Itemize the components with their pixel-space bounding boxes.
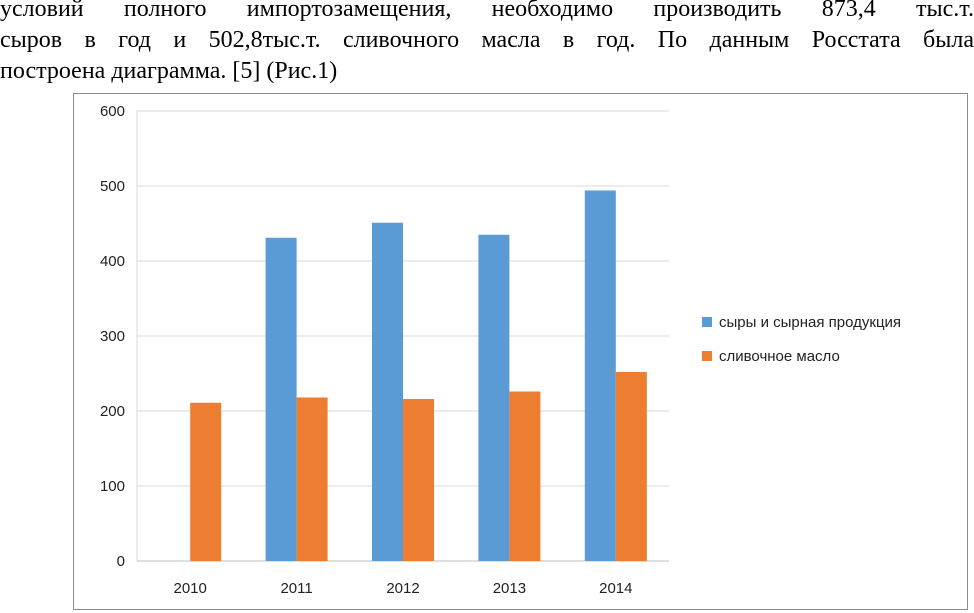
x-tick-2013: 2013 <box>493 580 526 597</box>
document-text: условий полного импортозамещения, необхо… <box>0 0 974 87</box>
legend-swatch-cheese <box>702 317 712 327</box>
text-line-3: построена диаграмма. [5] (Рис.1) <box>0 58 338 84</box>
bars <box>190 190 647 561</box>
y-tick-200: 200 <box>100 403 125 420</box>
y-tick-300: 300 <box>100 328 125 345</box>
y-tick-500: 500 <box>100 178 125 195</box>
bar-cheese-2012 <box>372 222 403 561</box>
text-line-1: условий полного импортозамещения, необхо… <box>0 0 974 22</box>
y-tick-100: 100 <box>100 478 125 495</box>
bar-cheese-2013 <box>478 234 510 561</box>
x-tick-labels: 2010 2011 2012 2013 2014 <box>174 580 633 597</box>
legend-label-cheese: сыры и сырная продукция <box>719 314 901 331</box>
bar-cheese-2011 <box>265 237 297 561</box>
legend-swatch-butter <box>702 351 712 361</box>
bar-butter-2014 <box>615 372 647 561</box>
bar-butter-2013 <box>509 391 541 561</box>
y-tick-600: 600 <box>100 103 125 120</box>
legend: сыры и сырная продукция сливочное масло <box>702 314 901 365</box>
bar-butter-2011 <box>296 397 328 561</box>
legend-label-butter: сливочное масло <box>719 348 840 365</box>
bar-butter-2010 <box>190 402 222 561</box>
bar-cheese-2014 <box>584 190 616 561</box>
x-tick-2012: 2012 <box>386 580 419 597</box>
x-tick-2011: 2011 <box>280 580 312 597</box>
y-tick-400: 400 <box>100 253 125 270</box>
chart-frame: 0 100 200 300 400 500 600 2010 2011 2012 2013 2014… <box>73 93 968 610</box>
x-tick-2014: 2014 <box>599 580 632 597</box>
bar-butter-2012 <box>403 399 434 561</box>
y-tick-0: 0 <box>117 553 125 570</box>
x-tick-2010: 2010 <box>174 580 207 597</box>
y-tick-labels: 0 100 200 300 400 500 600 <box>100 103 125 570</box>
bar-chart: 0 100 200 300 400 500 600 2010 2011 2012 2013 2014… <box>100 103 901 597</box>
text-line-2: сыров в год и 502,8тыс.т. сливочного мас… <box>0 27 974 53</box>
